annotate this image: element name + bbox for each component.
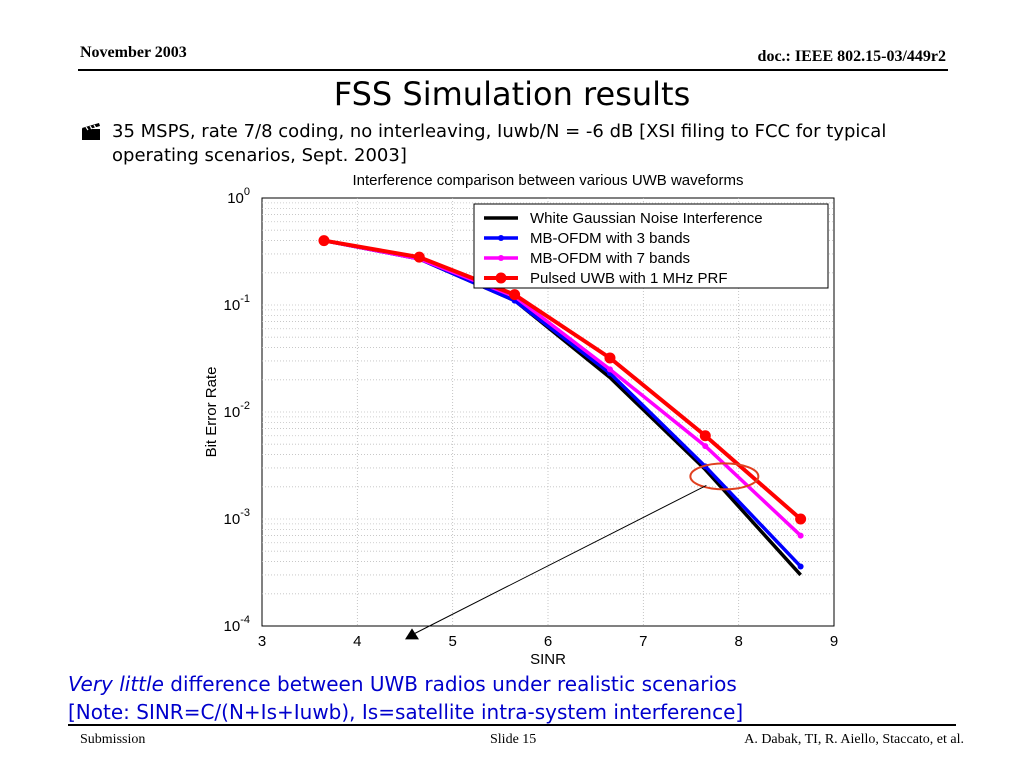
series-point-3 — [414, 252, 425, 263]
series-point-2 — [607, 366, 613, 372]
series-point-2 — [798, 533, 804, 539]
note-emphasis: Very little — [68, 672, 164, 696]
y-axis-label: Bit Error Rate — [203, 367, 220, 458]
clapperboard-icon — [80, 121, 102, 141]
series-point-3 — [700, 430, 711, 441]
header-divider — [78, 69, 948, 71]
series-point-2 — [702, 443, 708, 449]
series-point-3 — [509, 289, 520, 300]
legend-label-0: White Gaussian Noise Interference — [530, 210, 763, 227]
y-tick-label: 10-2 — [224, 400, 250, 421]
legend: White Gaussian Noise Interference MB-OFDM… — [474, 204, 828, 288]
note-line-1: Very little difference between UWB radio… — [68, 671, 828, 697]
series-point-3 — [795, 514, 806, 525]
chart-title: Interference comparison between various … — [353, 172, 744, 189]
slide-bullet: 35 MSPS, rate 7/8 coding, no interleavin… — [112, 120, 962, 168]
x-tick-label: 6 — [544, 633, 552, 650]
x-axis-label: SINR — [530, 651, 566, 668]
x-tick-label: 5 — [448, 633, 456, 650]
header-date: November 2003 — [80, 44, 187, 62]
series-point-3 — [318, 235, 329, 246]
y-tick-label: 10-3 — [224, 507, 250, 528]
note-line-2: [Note: SINR=C/(N+Is+Iuwb), Is=satellite … — [68, 699, 828, 725]
note-line-1-rest: difference between UWB radios under real… — [164, 672, 737, 696]
footer-slide-number: Slide 15 — [490, 732, 536, 748]
footer-authors: A. Dabak, TI, R. Aiello, Staccato, et al… — [744, 732, 964, 748]
legend-label-1: MB-OFDM with 3 bands — [530, 230, 690, 247]
slide-title: FSS Simulation results — [0, 72, 1024, 116]
y-tick-label: 10-4 — [224, 614, 250, 635]
y-tick-label: 100 — [227, 186, 250, 207]
x-tick-label: 8 — [734, 633, 742, 650]
series-point-1 — [798, 563, 804, 569]
legend-label-3: Pulsed UWB with 1 MHz PRF — [530, 270, 728, 287]
annotation-arrowhead — [405, 628, 419, 639]
x-tick-label: 4 — [353, 633, 361, 650]
legend-marker-3 — [496, 273, 507, 284]
x-tick-label: 7 — [639, 633, 647, 650]
footer-divider — [68, 724, 956, 726]
legend-label-2: MB-OFDM with 7 bands — [530, 250, 690, 267]
y-tick-label: 10-1 — [224, 293, 250, 314]
series-point-3 — [604, 352, 615, 363]
ber-chart: Interference comparison between various … — [190, 168, 860, 668]
legend-marker-2 — [498, 255, 504, 261]
footer-submission: Submission — [80, 732, 145, 748]
legend-marker-1 — [498, 235, 504, 241]
x-tick-label: 9 — [830, 633, 838, 650]
x-tick-label: 3 — [258, 633, 266, 650]
header-doc-id: doc.: IEEE 802.15-03/449r2 — [758, 48, 946, 66]
